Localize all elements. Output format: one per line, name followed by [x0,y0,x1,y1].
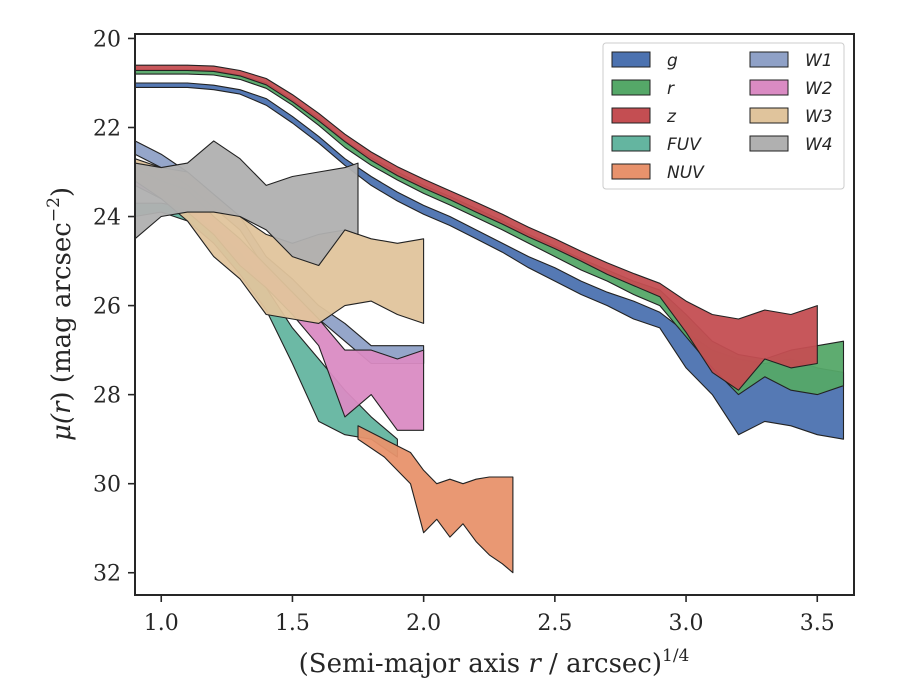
legend-label-w4: W4 [805,135,833,155]
legend-label-w2: W2 [805,79,833,99]
x-axis-label: (Semi-major axis r / arcsec)1/4 [299,646,690,679]
y-tick-label: 24 [93,206,121,231]
legend-label-w1: W1 [805,51,833,71]
y-axis-label: μ(r) (mag arcsec−2) [44,187,77,441]
legend-label-z: z [666,107,677,127]
legend: grz FUV NUV W1 W2 W3 W4 [602,42,845,190]
legend-swatch-w3 [749,107,789,124]
legend-swatch-w4 [749,135,789,152]
plot-frame [134,33,855,596]
x-tick-label: 3.5 [800,611,835,636]
band-nuv [357,425,514,574]
x-tick-label: 2.5 [537,611,572,636]
legend-swatch-z [611,107,651,124]
legend-swatch-w1 [749,51,789,68]
y-tick-label: 22 [93,117,121,142]
legend-label-w3: W3 [805,107,833,127]
legend-swatch-nuv [611,163,651,180]
band-w4 [134,140,359,267]
legend-swatch-r [611,79,651,96]
x-tick-label: 1.0 [144,611,179,636]
y-tick-label: 28 [93,384,121,409]
x-axis: 1.0 1.5 2.0 2.5 3.0 3.5 [144,595,835,636]
band-z [134,64,818,391]
y-axis: 20 22 24 26 28 30 32 [93,27,135,587]
y-tick-label: 26 [93,295,121,320]
x-tick-label: 2.0 [406,611,441,636]
legend-swatch-g [611,51,651,68]
legend-swatch-w2 [749,79,789,96]
x-tick-label: 1.5 [275,611,310,636]
legend-swatch-fuv [611,135,651,152]
y-tick-label: 20 [93,27,121,52]
legend-label-nuv: NUV [667,163,705,183]
y-tick-label: 32 [93,562,121,587]
legend-label-fuv: FUV [667,135,702,155]
legend-label-g: g [667,51,678,71]
profile-bands [134,64,845,574]
legend-label-r: r [667,79,675,99]
y-tick-label: 30 [93,473,121,498]
x-tick-label: 3.0 [669,611,704,636]
